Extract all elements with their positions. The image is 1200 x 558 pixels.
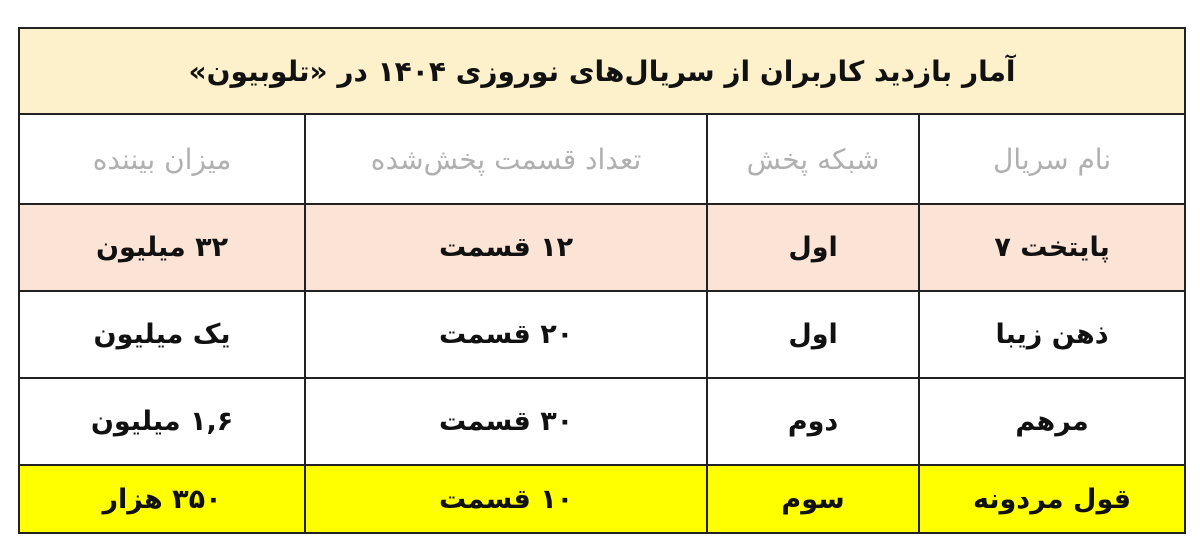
header-row: نام سریال شبکه پخش تعداد قسمت پخش‌شده می… bbox=[17, 113, 1187, 205]
header-series-name: نام سریال bbox=[918, 113, 1187, 205]
cell-viewers: ۱,۶ میلیون bbox=[17, 377, 307, 466]
cell-viewers: یک میلیون bbox=[17, 290, 307, 379]
cell-network: اول bbox=[706, 290, 921, 379]
cell-network: اول bbox=[706, 203, 921, 292]
cell-episodes: ۳۰ قسمت bbox=[304, 377, 709, 466]
header-network: شبکه پخش bbox=[706, 113, 921, 205]
cell-series-name: ذهن زیبا bbox=[918, 290, 1187, 379]
table-row: پایتخت ۷ اول ۱۲ قسمت ۳۲ میلیون bbox=[17, 203, 1187, 292]
cell-network: سوم bbox=[706, 464, 921, 534]
stats-table: آمار بازدید کاربران از سریال‌های نوروزی … bbox=[17, 27, 1187, 534]
table-row: قول مردونه سوم ۱۰ قسمت ۳۵۰ هزار bbox=[17, 464, 1187, 534]
cell-series-name: قول مردونه bbox=[918, 464, 1187, 534]
header-episodes: تعداد قسمت پخش‌شده bbox=[304, 113, 709, 205]
cell-viewers: ۳۲ میلیون bbox=[17, 203, 307, 292]
cell-network: دوم bbox=[706, 377, 921, 466]
cell-series-name: پایتخت ۷ bbox=[918, 203, 1187, 292]
cell-viewers: ۳۵۰ هزار bbox=[17, 464, 307, 534]
table-row: ذهن زیبا اول ۲۰ قسمت یک میلیون bbox=[17, 290, 1187, 379]
cell-episodes: ۱۲ قسمت bbox=[304, 203, 709, 292]
table-row: مرهم دوم ۳۰ قسمت ۱,۶ میلیون bbox=[17, 377, 1187, 466]
cell-episodes: ۲۰ قسمت bbox=[304, 290, 709, 379]
table-title: آمار بازدید کاربران از سریال‌های نوروزی … bbox=[17, 27, 1187, 115]
cell-episodes: ۱۰ قسمت bbox=[304, 464, 709, 534]
cell-series-name: مرهم bbox=[918, 377, 1187, 466]
header-viewers: میزان بیننده bbox=[17, 113, 307, 205]
